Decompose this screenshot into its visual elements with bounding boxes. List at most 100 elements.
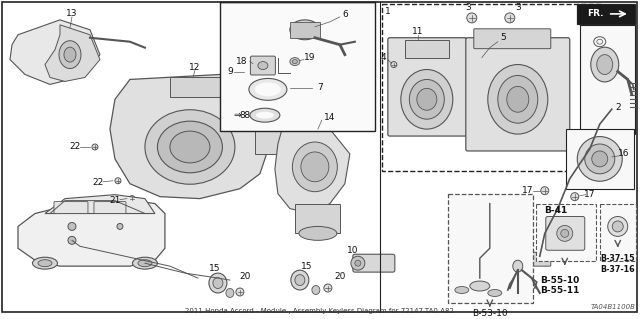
Text: B-53-10: B-53-10: [472, 309, 508, 318]
Ellipse shape: [410, 79, 444, 119]
Text: 20: 20: [239, 271, 251, 281]
Text: 15: 15: [301, 262, 312, 271]
Ellipse shape: [612, 221, 623, 232]
Ellipse shape: [38, 260, 52, 267]
Ellipse shape: [299, 226, 337, 240]
Ellipse shape: [592, 151, 608, 167]
Ellipse shape: [498, 76, 538, 123]
Bar: [536, 204, 596, 261]
Bar: [405, 40, 449, 58]
Polygon shape: [10, 20, 100, 85]
Ellipse shape: [132, 257, 157, 269]
Ellipse shape: [596, 39, 603, 44]
Bar: [290, 22, 320, 38]
Circle shape: [467, 13, 477, 23]
Ellipse shape: [401, 70, 453, 129]
Circle shape: [505, 13, 515, 23]
Text: 7: 7: [317, 83, 323, 92]
FancyBboxPatch shape: [353, 254, 395, 272]
Ellipse shape: [64, 47, 76, 62]
FancyBboxPatch shape: [250, 56, 275, 75]
Text: 10: 10: [347, 246, 358, 255]
FancyBboxPatch shape: [388, 38, 467, 136]
Bar: [170, 78, 225, 97]
Ellipse shape: [292, 142, 337, 192]
Text: 17: 17: [584, 190, 595, 199]
Ellipse shape: [145, 110, 235, 184]
Ellipse shape: [312, 286, 320, 294]
Circle shape: [115, 178, 121, 184]
Text: 12: 12: [189, 63, 200, 72]
Polygon shape: [275, 119, 350, 213]
Ellipse shape: [470, 281, 490, 291]
Bar: [577, 4, 635, 24]
Bar: [566, 129, 634, 189]
Ellipse shape: [577, 137, 622, 181]
Text: 13: 13: [66, 9, 77, 19]
FancyBboxPatch shape: [94, 202, 126, 213]
Circle shape: [236, 288, 244, 296]
Circle shape: [324, 284, 332, 292]
Text: 18: 18: [236, 57, 248, 66]
Circle shape: [92, 144, 98, 150]
Text: B-41: B-41: [544, 206, 568, 215]
Text: 16: 16: [618, 149, 630, 159]
Ellipse shape: [591, 47, 619, 82]
Bar: [255, 109, 285, 154]
Ellipse shape: [488, 290, 502, 296]
Bar: [580, 25, 635, 134]
Bar: [448, 194, 532, 303]
Text: 9: 9: [227, 67, 233, 76]
Ellipse shape: [258, 62, 268, 70]
Ellipse shape: [291, 270, 309, 290]
Ellipse shape: [295, 275, 305, 286]
Text: 22: 22: [69, 143, 81, 152]
FancyBboxPatch shape: [54, 202, 88, 213]
Text: 19: 19: [304, 53, 316, 62]
Text: 6: 6: [342, 11, 348, 19]
Bar: [382, 4, 602, 171]
Circle shape: [541, 187, 548, 195]
Ellipse shape: [355, 260, 361, 266]
FancyBboxPatch shape: [474, 29, 551, 49]
Ellipse shape: [33, 257, 58, 269]
FancyBboxPatch shape: [466, 38, 570, 151]
Circle shape: [391, 62, 397, 68]
Text: 8: 8: [239, 111, 244, 120]
Text: 2: 2: [615, 103, 621, 112]
Text: 2011 Honda Accord - Module., Assembly Keyless Diagram for 72147-TA0-A82: 2011 Honda Accord - Module., Assembly Ke…: [186, 308, 454, 314]
Ellipse shape: [608, 217, 628, 236]
Text: 3: 3: [515, 4, 521, 12]
Ellipse shape: [351, 256, 365, 270]
Ellipse shape: [561, 229, 569, 237]
Text: FR.: FR.: [588, 9, 604, 19]
Text: B-55-10: B-55-10: [540, 276, 579, 285]
Polygon shape: [110, 74, 270, 199]
Polygon shape: [45, 25, 100, 81]
Text: 14: 14: [324, 113, 335, 122]
Circle shape: [571, 193, 579, 201]
Ellipse shape: [585, 144, 615, 174]
Text: TA04B1100B: TA04B1100B: [591, 304, 636, 310]
Ellipse shape: [213, 278, 223, 288]
Polygon shape: [18, 199, 165, 266]
Ellipse shape: [292, 60, 298, 63]
Bar: [295, 204, 340, 234]
Ellipse shape: [301, 152, 329, 182]
Ellipse shape: [417, 88, 437, 110]
Ellipse shape: [255, 82, 281, 96]
Ellipse shape: [557, 226, 573, 241]
Ellipse shape: [290, 20, 320, 40]
Text: 15: 15: [209, 263, 221, 273]
Ellipse shape: [226, 288, 234, 297]
Ellipse shape: [250, 108, 280, 122]
Ellipse shape: [256, 112, 274, 119]
Ellipse shape: [507, 86, 529, 112]
Ellipse shape: [68, 236, 76, 244]
Text: 1: 1: [385, 7, 390, 16]
Text: 3: 3: [465, 4, 470, 12]
Ellipse shape: [594, 37, 605, 47]
Ellipse shape: [138, 260, 152, 267]
Ellipse shape: [209, 273, 227, 293]
Text: B-37-15: B-37-15: [600, 254, 635, 263]
